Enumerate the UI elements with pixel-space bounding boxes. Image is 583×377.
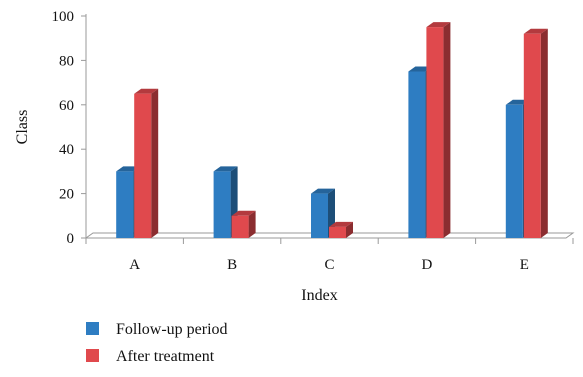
chart-floor xyxy=(84,232,575,239)
bar-front xyxy=(116,171,134,238)
bar-top xyxy=(426,22,451,28)
y-tick-label: 0 xyxy=(67,231,75,247)
chart-legend: Follow-up period After treatment xyxy=(86,321,228,365)
bar-D-after-treatment xyxy=(426,22,451,238)
legend-label: Follow-up period xyxy=(116,321,228,338)
x-tick-label: B xyxy=(227,257,237,273)
bar-side xyxy=(151,88,159,238)
bar-E-after-treatment xyxy=(523,28,548,239)
x-tick-label: C xyxy=(324,257,334,273)
bar-top xyxy=(329,221,353,227)
y-tick-label: 60 xyxy=(59,98,74,114)
bar-front xyxy=(231,215,249,238)
x-tick-label: A xyxy=(129,257,140,273)
bar-front xyxy=(134,93,152,238)
y-axis-label: Class xyxy=(14,110,31,145)
bar-side xyxy=(346,221,353,238)
bar-front xyxy=(523,33,541,239)
bar-C-after-treatment xyxy=(329,221,353,238)
bar-front xyxy=(408,71,426,238)
bar-A-after-treatment xyxy=(134,88,159,238)
legend-label: After treatment xyxy=(116,348,215,365)
legend-swatch xyxy=(86,322,99,335)
bar-top xyxy=(523,28,548,34)
bar-front xyxy=(505,104,523,238)
bar-front xyxy=(329,226,346,238)
bar-side xyxy=(540,28,548,239)
bar-top xyxy=(231,210,256,216)
y-tick-label: 100 xyxy=(52,9,75,25)
y-tick-label: 80 xyxy=(59,53,74,69)
bar-front xyxy=(426,27,444,238)
y-tick-labels: 0 20 40 60 80 100 xyxy=(52,9,75,247)
bar-top xyxy=(134,88,159,94)
bar-side xyxy=(443,22,451,238)
x-tick-label: D xyxy=(421,257,432,273)
bar-B-after-treatment xyxy=(231,210,256,238)
legend-swatch xyxy=(86,349,99,362)
bar-front xyxy=(213,171,231,238)
bar-front xyxy=(311,193,328,238)
bar-top xyxy=(213,166,238,172)
y-tick-label: 40 xyxy=(59,142,74,158)
bar-top xyxy=(311,188,335,194)
bar-side xyxy=(248,210,256,238)
x-axis-label: Index xyxy=(301,287,337,304)
y-tick-label: 20 xyxy=(59,187,74,203)
chart-axes xyxy=(81,14,575,244)
x-tick-label: E xyxy=(520,257,529,273)
x-tick-labels: A B C D E xyxy=(129,257,529,273)
chart-bars xyxy=(116,22,548,239)
